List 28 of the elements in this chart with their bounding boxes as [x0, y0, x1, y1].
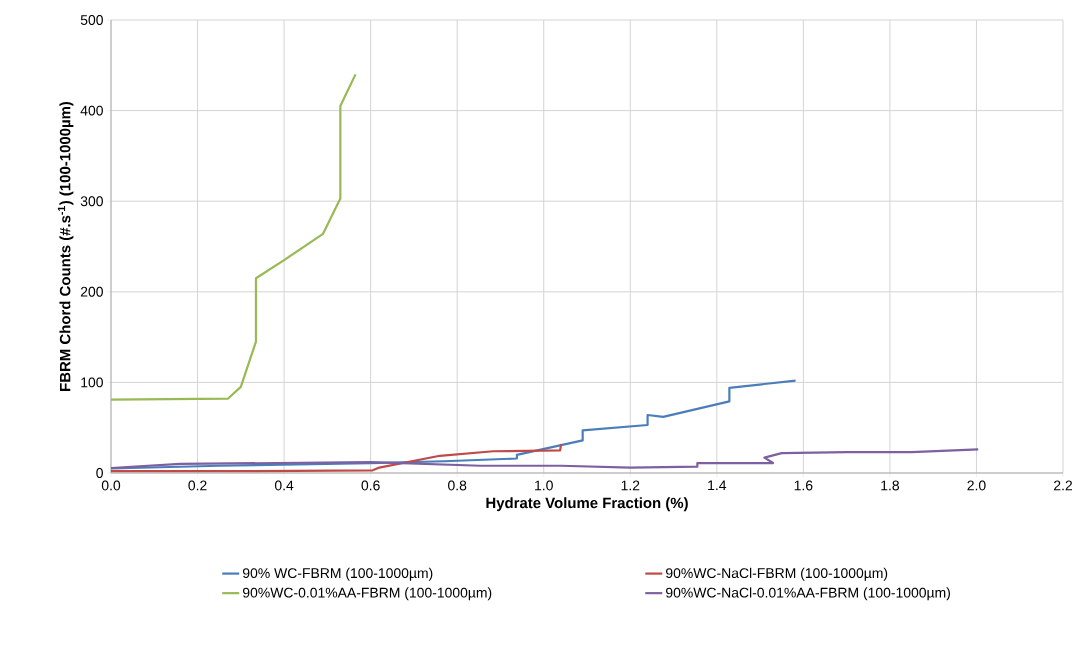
x-tick-label: 0.0	[101, 480, 121, 491]
x-tick-label: 0.8	[448, 480, 467, 491]
x-tick-label: 2.0	[967, 480, 986, 491]
line-series	[111, 448, 980, 470]
y-tick-label: 400	[80, 105, 103, 116]
x-tick-label: 0.4	[274, 480, 294, 491]
legend-label: 90%WC-0.01%AA-FBRM (100-1000µm)	[242, 587, 492, 601]
x-tick-label: 0.2	[188, 480, 207, 491]
x-tick-label: 1.8	[881, 480, 900, 491]
y-axis-title: FBRM Chord Counts (#.s$^{-1}$) (100-1000µm)	[57, 101, 74, 391]
x-tick-label: 1.0	[535, 480, 553, 491]
legend-label: 90% WC-FBRM (100-1000µm)	[242, 567, 433, 581]
line-series	[111, 379, 797, 470]
x-tick-label: 2.2	[1054, 480, 1073, 491]
x-tick-label: 1.2	[621, 480, 640, 491]
y-tick-label: 300	[80, 196, 103, 207]
y-tick-label: 200	[80, 286, 103, 297]
line-series	[111, 442, 563, 473]
x-tick-label: 1.6	[794, 480, 813, 491]
y-tick-label: 0	[96, 468, 103, 478]
x-tick-label: 1.4	[708, 480, 727, 491]
legend-label: 90%WC-NaCl-FBRM (100-1000µm)	[666, 567, 888, 581]
x-tick-label: 0.6	[361, 480, 380, 491]
legend-label: 90%WC-NaCl-0.01%AA-FBRM (100-1000µm)	[666, 587, 950, 601]
line-series	[111, 73, 357, 401]
x-axis-title: Hydrate Volume Fraction (%)	[486, 497, 688, 512]
y-tick-label: 500	[80, 15, 103, 25]
y-tick-label: 100	[81, 377, 103, 388]
